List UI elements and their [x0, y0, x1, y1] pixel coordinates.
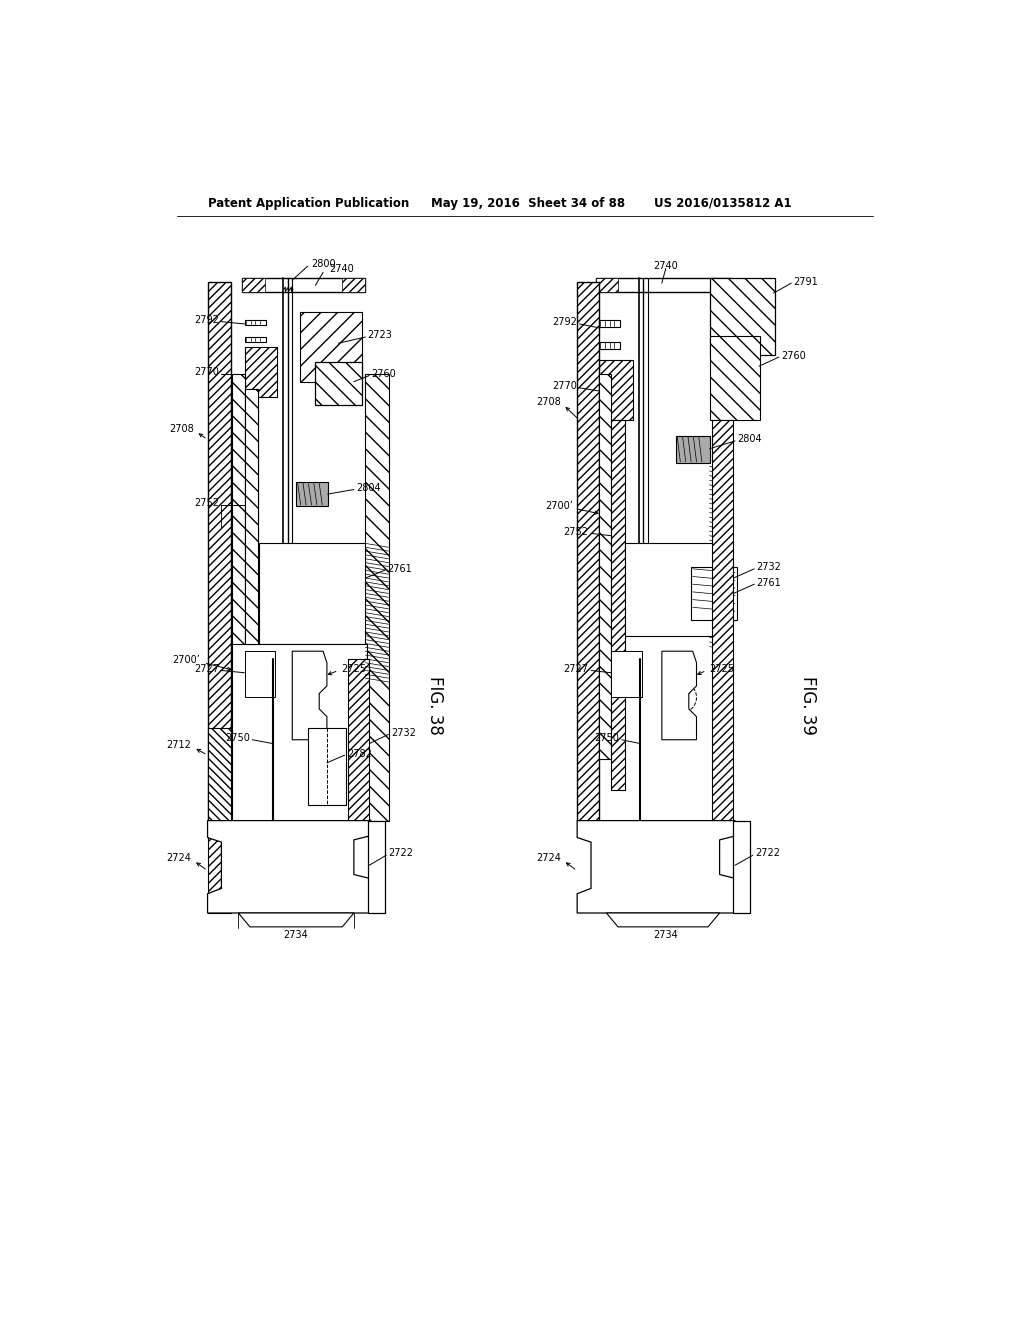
Bar — [599, 374, 611, 759]
Text: 2732: 2732 — [391, 727, 416, 738]
Bar — [208, 821, 230, 913]
Text: 2752: 2752 — [195, 499, 219, 508]
Bar — [611, 651, 642, 697]
Text: 2722: 2722 — [388, 847, 414, 858]
Bar — [733, 821, 751, 913]
Bar — [243, 277, 265, 292]
Polygon shape — [239, 913, 354, 927]
Text: 2782: 2782 — [347, 748, 372, 759]
Text: 2734: 2734 — [653, 929, 678, 940]
Bar — [710, 277, 731, 292]
Text: 2727: 2727 — [563, 664, 589, 675]
Bar — [243, 277, 366, 292]
Bar — [676, 436, 710, 463]
Text: FIG. 38: FIG. 38 — [426, 676, 443, 734]
Bar — [307, 729, 346, 805]
Text: 2760: 2760 — [781, 351, 806, 360]
Text: FIG. 39: FIG. 39 — [799, 676, 817, 734]
Bar — [625, 544, 717, 636]
Polygon shape — [606, 913, 720, 927]
Bar — [712, 420, 733, 836]
Bar — [245, 347, 276, 397]
Bar — [315, 363, 361, 405]
Bar — [710, 277, 775, 355]
Text: 2700’: 2700’ — [546, 502, 573, 511]
Bar — [599, 321, 621, 327]
Bar — [691, 566, 737, 620]
Bar — [596, 277, 731, 292]
Text: 2770: 2770 — [195, 367, 219, 378]
Bar — [245, 651, 275, 697]
Text: 2761: 2761 — [757, 578, 781, 587]
Text: 2740: 2740 — [330, 264, 354, 273]
Text: 2732: 2732 — [757, 562, 781, 573]
Text: 2752: 2752 — [563, 527, 589, 537]
Text: US 2016/0135812 A1: US 2016/0135812 A1 — [654, 197, 792, 210]
Bar — [342, 277, 366, 292]
Bar — [245, 389, 258, 644]
Text: 2760: 2760 — [372, 370, 396, 379]
Text: 2727: 2727 — [195, 664, 219, 675]
Text: 2792: 2792 — [552, 317, 578, 327]
Bar — [348, 659, 370, 836]
Bar — [368, 821, 385, 913]
Bar — [232, 374, 245, 759]
Text: 2722: 2722 — [755, 847, 780, 858]
Bar — [245, 337, 266, 342]
Bar — [300, 313, 361, 381]
Bar — [366, 374, 388, 821]
Bar — [208, 729, 230, 821]
Text: 2770: 2770 — [552, 381, 578, 391]
Bar — [611, 420, 625, 789]
Bar — [232, 644, 367, 829]
Text: 2761: 2761 — [387, 564, 412, 574]
Bar — [245, 321, 266, 325]
Bar — [710, 335, 760, 420]
Text: 2700’: 2700’ — [172, 656, 200, 665]
Bar — [296, 482, 329, 507]
Bar — [599, 342, 621, 348]
Bar — [259, 544, 367, 644]
Text: 2724: 2724 — [537, 853, 561, 863]
Text: 2734: 2734 — [284, 929, 308, 940]
Bar — [599, 360, 633, 420]
Bar — [245, 389, 258, 759]
Text: Patent Application Publication: Patent Application Publication — [208, 197, 409, 210]
Polygon shape — [662, 651, 696, 739]
Text: 2750: 2750 — [595, 733, 620, 743]
Text: 2792: 2792 — [195, 315, 219, 325]
Text: 2712: 2712 — [167, 741, 191, 750]
Bar — [596, 277, 617, 292]
Text: 2791: 2791 — [794, 277, 818, 286]
Polygon shape — [578, 821, 735, 913]
Bar — [245, 354, 266, 359]
Text: 2708: 2708 — [537, 397, 561, 408]
Text: May 19, 2016  Sheet 34 of 88: May 19, 2016 Sheet 34 of 88 — [431, 197, 625, 210]
Text: 2724: 2724 — [167, 853, 191, 863]
Bar — [578, 281, 599, 821]
Text: 2740: 2740 — [653, 261, 678, 271]
Text: 2725: 2725 — [341, 664, 366, 675]
Text: 2804: 2804 — [356, 483, 381, 492]
Text: 2725: 2725 — [709, 664, 734, 675]
Text: 2804: 2804 — [737, 434, 762, 445]
Text: 2800: 2800 — [311, 259, 336, 269]
Text: 2750: 2750 — [225, 733, 250, 743]
Text: 2723: 2723 — [368, 330, 392, 341]
Polygon shape — [292, 651, 327, 739]
Text: 2708: 2708 — [169, 425, 194, 434]
Polygon shape — [208, 821, 370, 913]
Bar — [208, 281, 230, 821]
